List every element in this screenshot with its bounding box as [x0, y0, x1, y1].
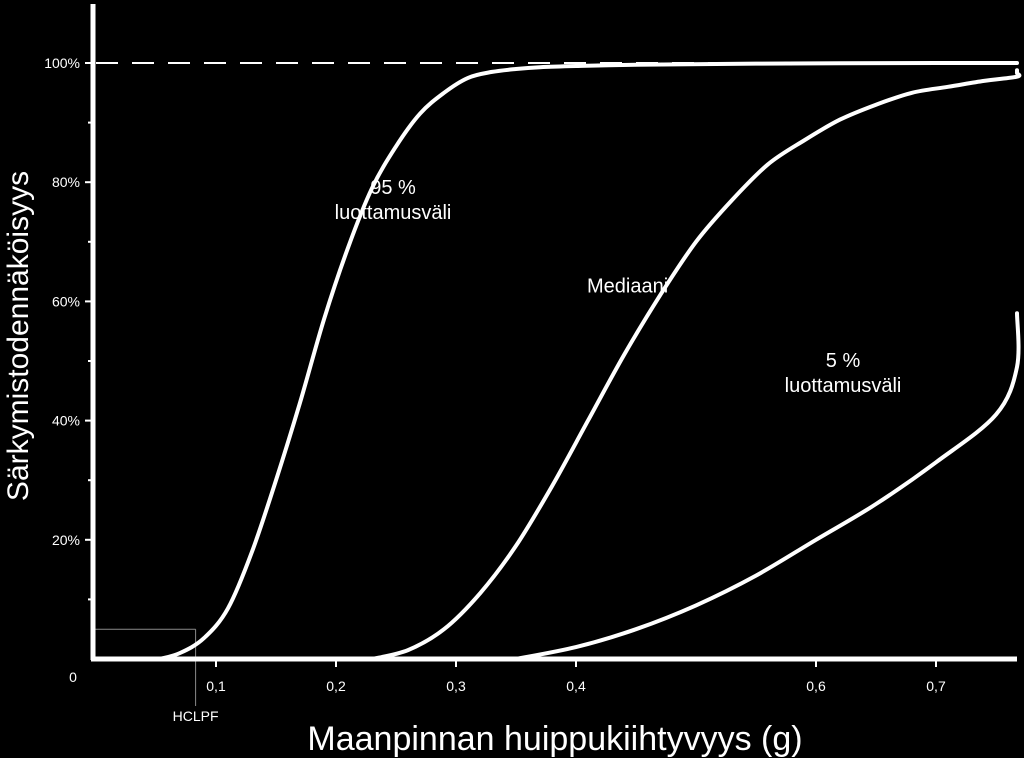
label-95-percent: 95 % luottamusväli: [335, 177, 452, 224]
x-tick-label: 0,2: [326, 678, 346, 694]
label-median: Mediaani: [587, 275, 668, 297]
curve-95-percent: [157, 60, 1019, 661]
annotation-line: luottamusväli: [785, 375, 902, 397]
y-tick-label: 80%: [52, 174, 80, 190]
curve-5-percent: [514, 311, 1021, 661]
label-5-percent: 5 % luottamusväli: [785, 350, 902, 397]
origin-label: 0: [69, 669, 77, 685]
y-tick-label: 60%: [52, 293, 80, 309]
x-tick-label: 0,6: [806, 678, 826, 694]
curve-median: [370, 68, 1022, 661]
y-tick-label: 100%: [44, 55, 80, 71]
hclpf-label: HCLPF: [173, 708, 219, 724]
y-tick-label: 40%: [52, 413, 80, 429]
x-tick-label: 0,1: [206, 678, 226, 694]
y-tick-label: 20%: [52, 532, 80, 548]
annotation-line: 5 %: [826, 350, 861, 372]
y-axis-title: Särkymistodennäköisyys: [2, 171, 35, 501]
x-tick-label: 0,3: [446, 678, 466, 694]
annotation-line: 95 %: [370, 177, 416, 199]
x-tick-label: 0,4: [566, 678, 586, 694]
x-tick-label: 0,7: [926, 678, 946, 694]
annotation-line: luottamusväli: [335, 202, 452, 224]
annotation-line: Mediaani: [587, 275, 668, 297]
x-axis-title: Maanpinnan huippukiihtyvyys (g): [307, 720, 802, 758]
